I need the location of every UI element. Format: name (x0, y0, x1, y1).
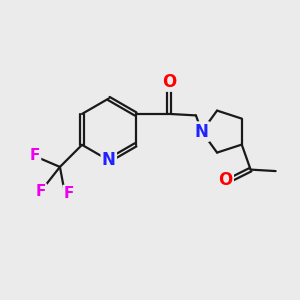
Text: F: F (30, 148, 40, 163)
Text: N: N (102, 151, 116, 169)
Text: F: F (64, 186, 74, 201)
Text: N: N (195, 123, 209, 141)
Text: O: O (162, 73, 176, 91)
Text: F: F (36, 184, 46, 200)
Text: O: O (218, 171, 233, 189)
